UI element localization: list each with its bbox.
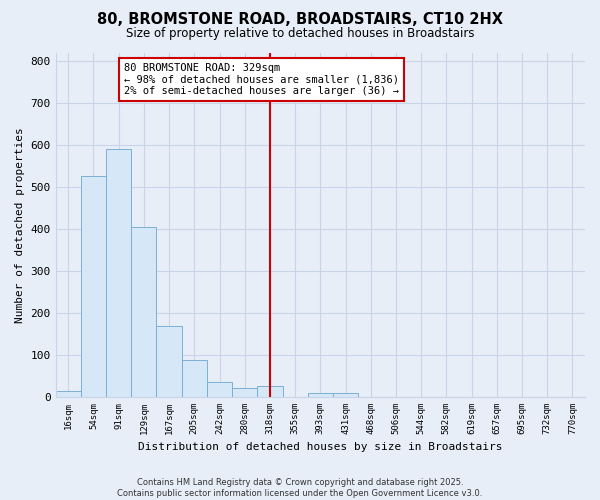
X-axis label: Distribution of detached houses by size in Broadstairs: Distribution of detached houses by size … bbox=[138, 442, 503, 452]
Bar bbox=[182, 360, 207, 397]
Bar bbox=[81, 176, 106, 397]
Bar bbox=[232, 388, 257, 397]
Bar bbox=[106, 148, 131, 397]
Bar bbox=[56, 391, 81, 397]
Bar bbox=[157, 326, 182, 397]
Text: Size of property relative to detached houses in Broadstairs: Size of property relative to detached ho… bbox=[126, 28, 474, 40]
Bar bbox=[308, 393, 333, 397]
Bar bbox=[333, 393, 358, 397]
Bar bbox=[131, 228, 157, 397]
Text: Contains HM Land Registry data © Crown copyright and database right 2025.
Contai: Contains HM Land Registry data © Crown c… bbox=[118, 478, 482, 498]
Text: 80, BROMSTONE ROAD, BROADSTAIRS, CT10 2HX: 80, BROMSTONE ROAD, BROADSTAIRS, CT10 2H… bbox=[97, 12, 503, 28]
Bar bbox=[207, 382, 232, 397]
Text: 80 BROMSTONE ROAD: 329sqm
← 98% of detached houses are smaller (1,836)
2% of sem: 80 BROMSTONE ROAD: 329sqm ← 98% of detac… bbox=[124, 63, 399, 96]
Bar bbox=[257, 386, 283, 397]
Y-axis label: Number of detached properties: Number of detached properties bbox=[15, 127, 25, 322]
